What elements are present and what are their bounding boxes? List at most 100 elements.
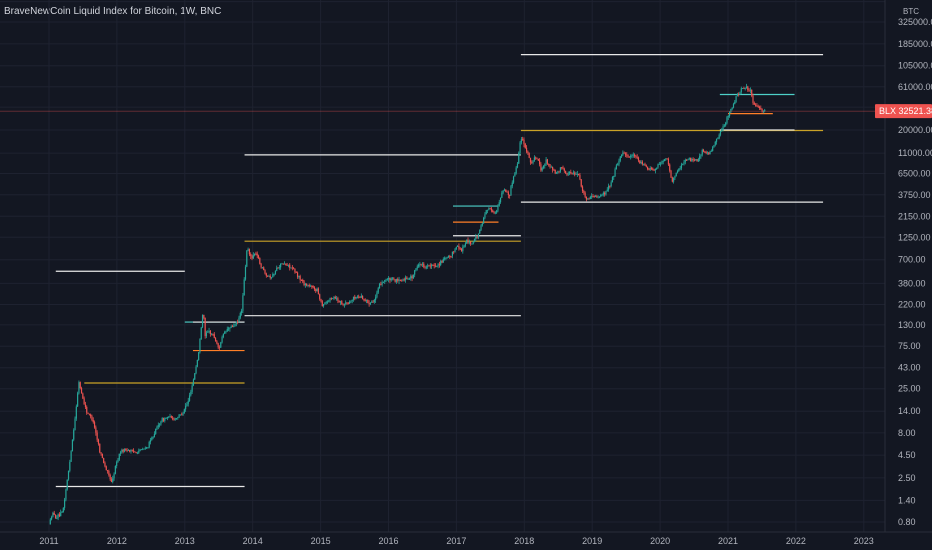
candle	[440, 259, 442, 267]
candle	[265, 272, 267, 278]
candle-body	[355, 297, 357, 299]
candle-body	[674, 176, 676, 179]
candle	[597, 195, 599, 199]
candle-body	[116, 462, 118, 467]
candle-body	[643, 163, 645, 165]
candle-body	[570, 171, 572, 174]
candle-body	[553, 169, 555, 171]
candle	[220, 341, 222, 348]
candle-body	[341, 301, 343, 305]
candle-body	[614, 169, 616, 176]
candle	[343, 303, 345, 308]
candle	[641, 160, 643, 166]
candle-body	[671, 177, 673, 182]
candle	[354, 294, 356, 301]
candle-body	[273, 273, 275, 275]
candle-body	[213, 334, 215, 338]
candle-body	[287, 264, 290, 266]
candle-body	[192, 379, 195, 386]
candle	[536, 157, 538, 160]
candle	[407, 277, 409, 280]
candle-body	[520, 139, 522, 143]
candle	[79, 381, 81, 390]
candle-body	[732, 104, 735, 108]
candle-body	[639, 160, 641, 163]
candle	[52, 511, 54, 518]
candle-body	[64, 499, 66, 508]
candle	[214, 337, 217, 342]
candle	[589, 195, 591, 200]
candle	[562, 165, 564, 170]
candle	[532, 160, 534, 165]
candle-body	[665, 158, 667, 160]
candle-body	[609, 185, 611, 187]
candle-body	[660, 163, 662, 165]
candle-body	[624, 153, 627, 155]
horizontal-levels	[55, 54, 824, 488]
candle	[535, 156, 537, 160]
candle-body	[594, 196, 597, 197]
candle	[520, 136, 522, 145]
candle-body	[333, 296, 335, 299]
candle	[462, 244, 464, 254]
candle	[446, 256, 448, 259]
candle	[216, 339, 218, 345]
candle	[256, 251, 258, 259]
candle	[177, 416, 179, 420]
candle-body	[347, 303, 349, 305]
candle-body	[75, 406, 77, 419]
candle	[352, 296, 355, 302]
candle-body	[88, 413, 90, 415]
candle-body	[230, 326, 232, 328]
candle	[280, 263, 282, 270]
candle-body	[499, 197, 502, 203]
candle	[563, 167, 565, 173]
candle	[471, 243, 473, 245]
candle-body	[283, 263, 286, 265]
candle-body	[557, 171, 559, 173]
candle	[161, 417, 163, 423]
candle	[757, 104, 759, 109]
candle	[636, 154, 638, 160]
candle-body	[66, 479, 68, 490]
candle-body	[498, 202, 500, 206]
candle-body	[354, 296, 356, 299]
candle-body	[518, 152, 520, 164]
candle	[470, 241, 472, 246]
candle	[131, 449, 133, 452]
candle-body	[156, 426, 158, 429]
candle	[421, 262, 424, 267]
candle	[669, 163, 671, 173]
candle-body	[238, 317, 240, 322]
candle-body	[512, 176, 515, 183]
y-tick-label: 61000.00	[898, 82, 932, 92]
current-price-badge	[875, 104, 932, 119]
candle-body	[401, 280, 403, 282]
candle-body	[298, 276, 300, 277]
candle-body	[434, 265, 437, 267]
candle-body	[480, 225, 482, 230]
y-tick-label: 20000.00	[898, 125, 932, 135]
candle	[676, 169, 679, 174]
candle	[119, 450, 122, 457]
y-tick-label: 6500.00	[898, 168, 931, 178]
candle	[663, 158, 666, 162]
candle	[153, 431, 156, 438]
candle	[686, 158, 688, 161]
candle	[600, 193, 602, 198]
candle	[371, 300, 373, 303]
candle-body	[483, 217, 485, 224]
candle-body	[727, 116, 729, 118]
candle	[231, 324, 234, 328]
candle-body	[507, 192, 509, 195]
candle	[574, 171, 576, 177]
candle	[204, 317, 206, 339]
candle-body	[430, 264, 433, 267]
candle	[480, 224, 482, 231]
candle-body	[77, 393, 79, 407]
candle	[743, 86, 745, 90]
candle	[283, 261, 286, 265]
candle-body	[695, 159, 697, 161]
candle	[384, 279, 386, 284]
